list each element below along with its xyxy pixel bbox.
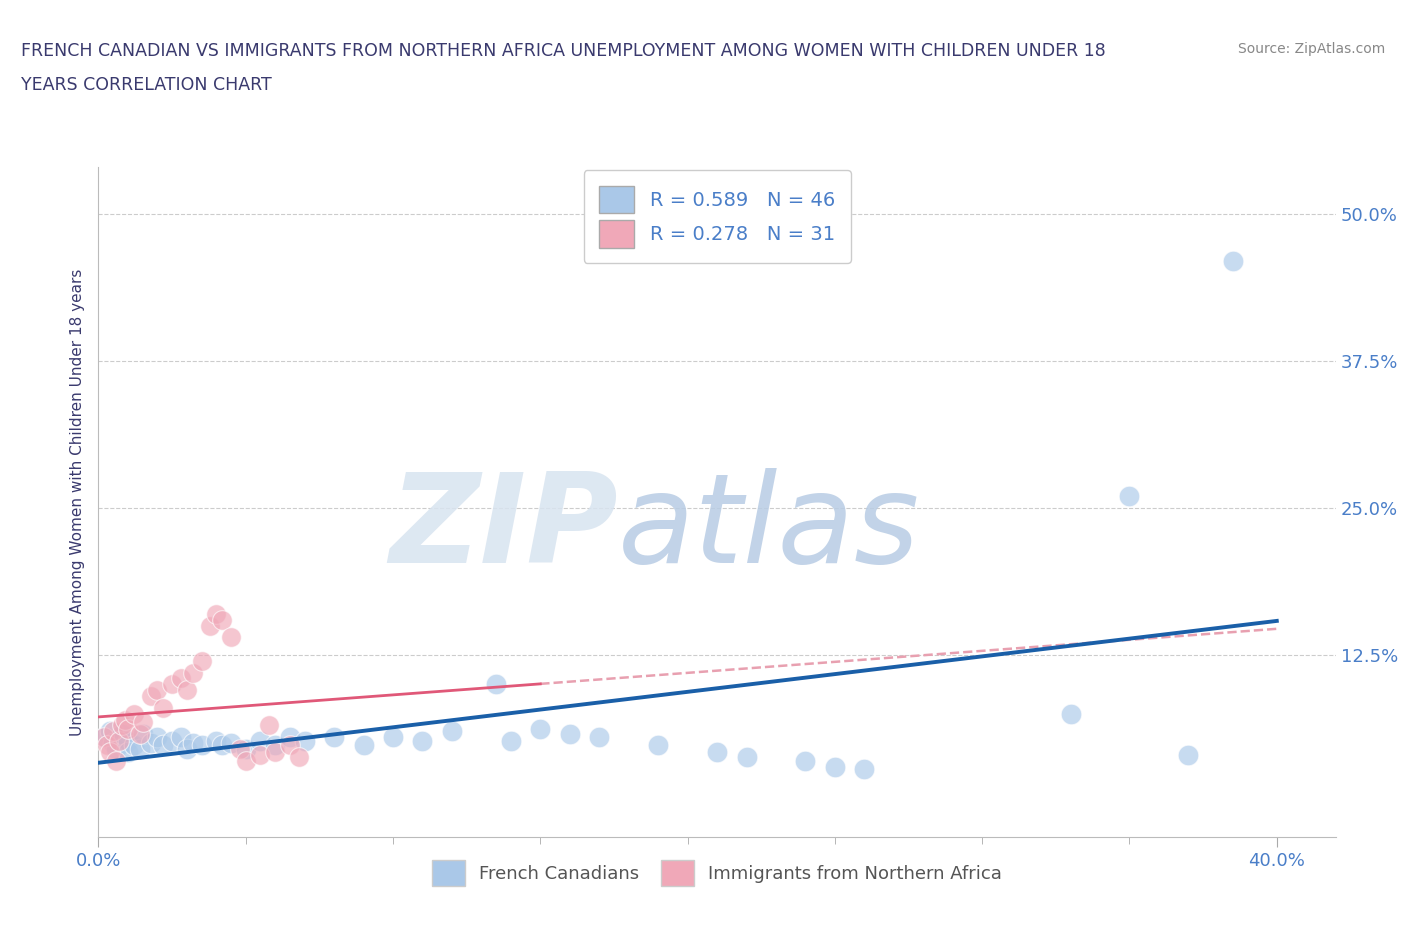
Point — [114, 712, 136, 727]
Point — [176, 683, 198, 698]
Point — [249, 748, 271, 763]
Point — [128, 741, 150, 756]
Point — [485, 677, 508, 692]
Point — [152, 700, 174, 715]
Point — [294, 733, 316, 748]
Point — [259, 718, 281, 733]
Point — [96, 737, 118, 752]
Point — [235, 753, 257, 768]
Point — [211, 612, 233, 627]
Point — [278, 737, 301, 752]
Text: FRENCH CANADIAN VS IMMIGRANTS FROM NORTHERN AFRICA UNEMPLOYMENT AMONG WOMEN WITH: FRENCH CANADIAN VS IMMIGRANTS FROM NORTH… — [21, 42, 1107, 60]
Point — [353, 737, 375, 752]
Point — [824, 759, 846, 774]
Point — [219, 630, 242, 644]
Point — [190, 654, 212, 669]
Point — [117, 745, 139, 760]
Point — [249, 733, 271, 748]
Point — [181, 665, 204, 680]
Point — [160, 733, 183, 748]
Point — [176, 741, 198, 756]
Point — [211, 737, 233, 752]
Legend: French Canadians, Immigrants from Northern Africa: French Canadians, Immigrants from Northe… — [423, 851, 1011, 895]
Point — [588, 730, 610, 745]
Point — [111, 718, 134, 733]
Point — [141, 688, 163, 703]
Point — [558, 726, 581, 741]
Point — [93, 730, 115, 745]
Text: Source: ZipAtlas.com: Source: ZipAtlas.com — [1237, 42, 1385, 56]
Point — [647, 737, 669, 752]
Point — [382, 730, 405, 745]
Point — [146, 683, 169, 698]
Point — [264, 745, 287, 760]
Point — [131, 726, 153, 741]
Text: atlas: atlas — [619, 469, 920, 590]
Point — [190, 737, 212, 752]
Point — [205, 733, 228, 748]
Point — [499, 733, 522, 748]
Point — [131, 714, 153, 729]
Point — [101, 724, 124, 738]
Point — [108, 733, 131, 748]
Point — [122, 737, 145, 752]
Point — [411, 733, 433, 748]
Point — [205, 606, 228, 621]
Point — [105, 741, 128, 756]
Point — [853, 762, 876, 777]
Point — [117, 733, 139, 748]
Point — [235, 741, 257, 756]
Point — [706, 745, 728, 760]
Point — [146, 730, 169, 745]
Point — [170, 730, 193, 745]
Point — [1059, 706, 1081, 721]
Point — [1177, 748, 1199, 763]
Point — [794, 753, 817, 768]
Point — [229, 741, 252, 756]
Point — [128, 726, 150, 741]
Point — [93, 730, 115, 745]
Point — [111, 726, 134, 741]
Point — [122, 706, 145, 721]
Point — [181, 736, 204, 751]
Point — [219, 736, 242, 751]
Point — [152, 737, 174, 752]
Point — [141, 736, 163, 751]
Point — [98, 745, 121, 760]
Point — [735, 750, 758, 764]
Point — [440, 724, 463, 738]
Point — [529, 722, 551, 737]
Point — [200, 618, 222, 633]
Point — [117, 722, 139, 737]
Text: ZIP: ZIP — [389, 469, 619, 590]
Point — [264, 737, 287, 752]
Point — [105, 753, 128, 768]
Point — [278, 730, 301, 745]
Point — [160, 677, 183, 692]
Point — [98, 724, 121, 738]
Point — [323, 730, 346, 745]
Text: YEARS CORRELATION CHART: YEARS CORRELATION CHART — [21, 76, 271, 94]
Point — [1222, 254, 1244, 269]
Y-axis label: Unemployment Among Women with Children Under 18 years: Unemployment Among Women with Children U… — [69, 269, 84, 736]
Point — [170, 671, 193, 685]
Point — [1118, 489, 1140, 504]
Point — [287, 750, 309, 764]
Point — [101, 736, 124, 751]
